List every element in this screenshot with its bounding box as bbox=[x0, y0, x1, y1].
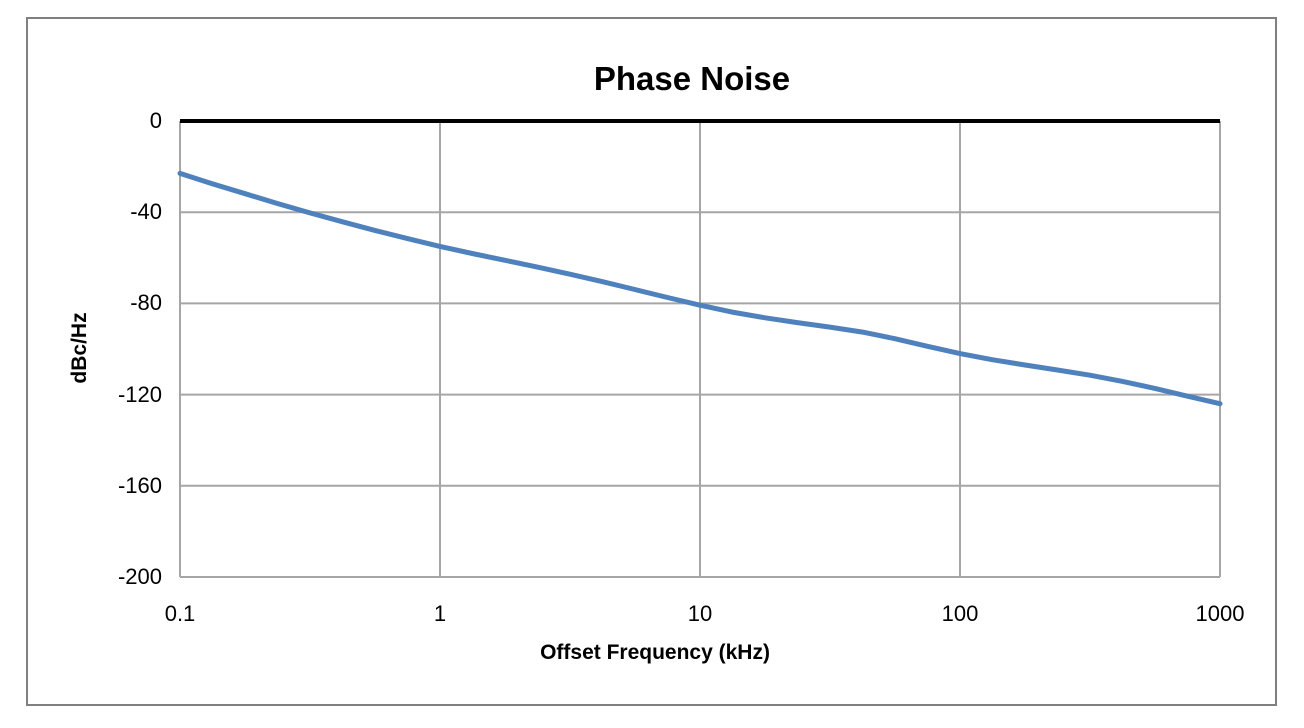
x-axis-title: Offset Frequency (kHz) bbox=[540, 641, 770, 664]
y-tick-label: -160 bbox=[117, 472, 162, 498]
y-tick-label: -40 bbox=[130, 199, 162, 225]
y-tick-label: -120 bbox=[117, 381, 162, 407]
y-tick-label: 0 bbox=[149, 108, 162, 133]
x-tick-label: 0.1 bbox=[164, 601, 196, 626]
x-tick-label: 100 bbox=[941, 601, 979, 626]
chart-frame-border bbox=[26, 17, 1277, 706]
y-axis-title: dBc/Hz bbox=[68, 312, 91, 384]
phase-noise-series-line bbox=[177, 170, 1223, 407]
x-tick-label: 1000 bbox=[1195, 601, 1245, 626]
x-tick-label: 1 bbox=[433, 601, 447, 626]
y-tick-label: -200 bbox=[117, 564, 162, 589]
x-tick-label: 10 bbox=[687, 601, 713, 626]
chart-title: Phase Noise bbox=[593, 60, 791, 97]
y-tick-label: -80 bbox=[130, 290, 162, 316]
